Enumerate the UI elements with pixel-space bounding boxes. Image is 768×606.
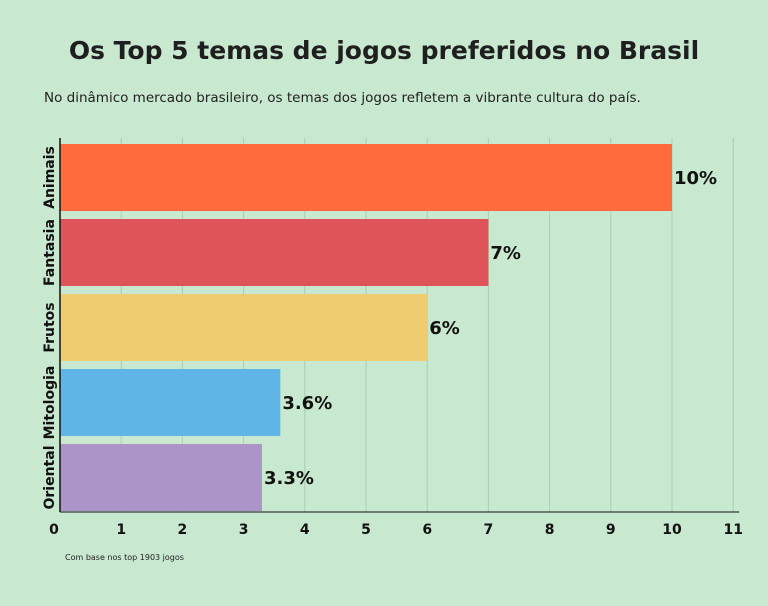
x-tick-label: 7 [484, 522, 494, 538]
x-tick-label: 2 [178, 522, 188, 538]
x-tick-label: 5 [361, 522, 371, 538]
bar-frutos [60, 294, 428, 361]
x-tick-label: 9 [606, 522, 616, 538]
chart-title: Os Top 5 temas de jogos preferidos no Br… [68, 36, 700, 65]
bar-animais [60, 144, 672, 211]
category-label: Frutos [42, 302, 58, 352]
value-label: 3.3% [264, 468, 314, 489]
value-label: 6% [429, 318, 460, 339]
category-label: Oriental [42, 445, 58, 509]
value-label: 10% [674, 168, 717, 189]
bar-oriental [60, 444, 262, 511]
x-tick-label: 10 [662, 522, 682, 538]
bar-fantasia [60, 219, 489, 286]
x-tick-label: 1 [116, 522, 126, 538]
x-tick-label: 8 [545, 522, 555, 538]
category-label: Fantasia [42, 219, 58, 286]
x-tick-label: 6 [422, 522, 432, 538]
category-label: Mitologia [42, 366, 58, 440]
chart-subtitle: No dinâmico mercado brasileiro, os temas… [44, 90, 641, 106]
bar-mitologia [60, 369, 281, 436]
value-label: 7% [490, 243, 521, 264]
axes [59, 138, 740, 513]
x-tick-label: 3 [239, 522, 249, 538]
x-tick-label: 0 [49, 522, 59, 538]
footnote: Com base nos top 1903 jogos [65, 553, 184, 562]
category-label: Animais [42, 146, 58, 209]
labels: 10% Animais 7% Fantasia 6% Frutos 3.6% Mitologi… [42, 146, 743, 538]
bars [60, 144, 672, 511]
value-label: 3.6% [282, 393, 332, 414]
x-tick-label: 11 [723, 522, 742, 538]
x-tick-label: 4 [300, 522, 310, 538]
